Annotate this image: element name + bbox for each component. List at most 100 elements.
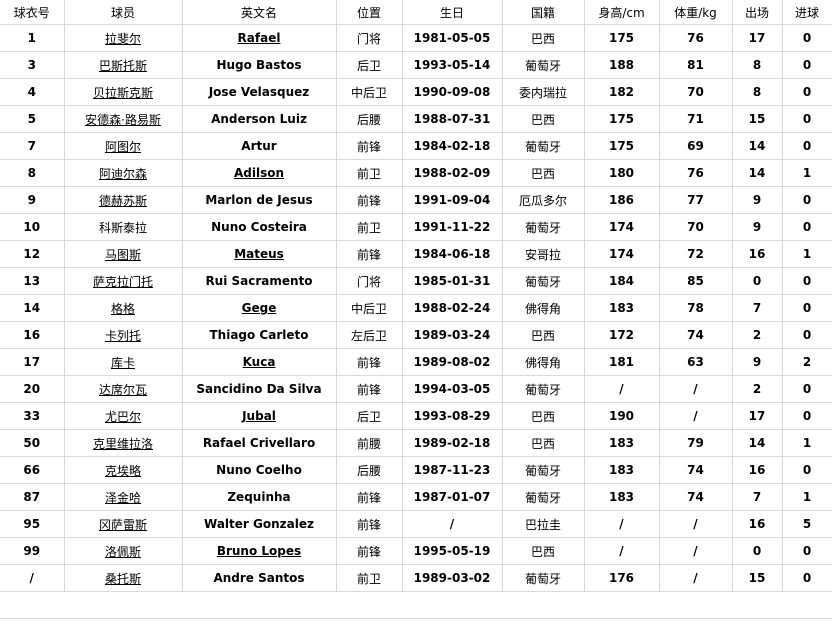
- cell-player-name: 贝拉斯克斯: [63, 78, 183, 106]
- cell-player-name: 卡列托: [63, 321, 183, 349]
- player-name-link[interactable]: 尤巴尔: [104, 409, 141, 424]
- cell-nationality: 葡萄牙: [501, 456, 585, 484]
- cell-birthday: 1991-09-04: [401, 186, 503, 214]
- cell-goals: 0: [781, 78, 832, 106]
- player-name-link[interactable]: 阿图尔: [104, 139, 141, 154]
- cell-appearances: 9: [731, 348, 783, 376]
- player-name-link[interactable]: 安德森·路易斯: [85, 112, 161, 127]
- cell-position: 中后卫: [335, 78, 403, 106]
- player-name-link[interactable]: 桑托斯: [104, 571, 141, 586]
- empty-cell: [182, 591, 336, 619]
- english-name-link[interactable]: Jubal: [242, 409, 276, 423]
- cell-player-name: 库卡: [63, 348, 183, 376]
- cell-appearances: 14: [731, 429, 783, 457]
- cell-number: 12: [0, 240, 65, 268]
- cell-height: 175: [583, 132, 660, 160]
- cell-height: 176: [583, 564, 660, 592]
- cell-english-name: Zequinha: [181, 483, 337, 511]
- cell-player-name: 克里维拉洛: [63, 429, 183, 457]
- english-name-link[interactable]: Kuca: [242, 355, 276, 369]
- player-name-link[interactable]: 格格: [110, 301, 135, 316]
- cell-height: 190: [583, 402, 660, 430]
- cell-height: 182: [583, 78, 660, 106]
- cell-position: 门将: [335, 24, 403, 52]
- cell-player-name: 巴斯托斯: [63, 51, 183, 79]
- cell-english-name: Hugo Bastos: [181, 51, 337, 79]
- cell-english-name: Andre Santos: [181, 564, 337, 592]
- player-name-link[interactable]: 冈萨雷斯: [98, 517, 147, 532]
- cell-nationality: 巴西: [501, 24, 585, 52]
- player-name-link[interactable]: 巴斯托斯: [98, 58, 147, 73]
- cell-appearances: 0: [731, 267, 783, 295]
- cell-position: 前锋: [335, 483, 403, 511]
- cell-number: 7: [0, 132, 65, 160]
- english-name-link[interactable]: Rafael: [237, 31, 281, 45]
- cell-appearances: 16: [731, 510, 783, 538]
- empty-cell: [336, 591, 402, 619]
- cell-player-name: 桑托斯: [63, 564, 183, 592]
- cell-height: 183: [583, 483, 660, 511]
- cell-height: 174: [583, 240, 660, 268]
- cell-birthday: /: [401, 510, 503, 538]
- player-name-link[interactable]: 马图斯: [104, 247, 141, 262]
- cell-number: 1: [0, 24, 65, 52]
- cell-player-name: 科斯泰拉: [63, 213, 183, 241]
- cell-birthday: 1988-02-24: [401, 294, 503, 322]
- cell-height: 181: [583, 348, 660, 376]
- cell-position: 前锋: [335, 186, 403, 214]
- player-name-link[interactable]: 卡列托: [104, 328, 141, 343]
- table-row: 33 尤巴尔 Jubal 后卫 1993-08-29 巴西 190/17 0: [0, 402, 832, 430]
- cell-height: /: [583, 537, 660, 565]
- player-name-link[interactable]: 贝拉斯克斯: [92, 85, 153, 100]
- cell-player-name: 冈萨雷斯: [63, 510, 183, 538]
- cell-appearances: 7: [731, 483, 783, 511]
- cell-player-name: 拉斐尔: [63, 24, 183, 52]
- player-name-link[interactable]: 库卡: [110, 355, 135, 370]
- table-row: 20 达席尔瓦 Sancidino Da Silva 前锋 1994-03-05 葡萄牙 /…: [0, 375, 832, 403]
- cell-number: 10: [0, 213, 65, 241]
- cell-goals: 0: [781, 564, 832, 592]
- cell-english-name: Jubal: [181, 402, 337, 430]
- cell-player-name: 格格: [63, 294, 183, 322]
- cell-appearances: 16: [731, 456, 783, 484]
- cell-player-name: 克埃略: [63, 456, 183, 484]
- english-name-link[interactable]: Gege: [241, 301, 277, 315]
- player-name-link[interactable]: 泽金哈: [104, 490, 141, 505]
- player-name-link[interactable]: 达席尔瓦: [98, 382, 147, 397]
- empty-row: [0, 591, 832, 619]
- cell-birthday: 1993-08-29: [401, 402, 503, 430]
- header-weight: 体重/kg: [658, 0, 733, 25]
- cell-english-name: Adilson: [181, 159, 337, 187]
- cell-goals: 2: [781, 348, 832, 376]
- cell-appearances: 9: [731, 186, 783, 214]
- player-name-link[interactable]: 萨克拉门托: [92, 274, 153, 289]
- english-name-link[interactable]: Bruno Lopes: [216, 544, 302, 558]
- cell-nationality: 葡萄牙: [501, 267, 585, 295]
- player-name-link[interactable]: 拉斐尔: [104, 31, 141, 46]
- player-name-link[interactable]: 洛佩斯: [104, 544, 141, 559]
- player-name-link[interactable]: 克里维拉洛: [92, 436, 153, 451]
- cell-english-name: Rafael Crivellaro: [181, 429, 337, 457]
- cell-english-name: Marlon de Jesus: [181, 186, 337, 214]
- player-name-link[interactable]: 克埃略: [104, 463, 141, 478]
- cell-player-name: 萨克拉门托: [63, 267, 183, 295]
- cell-nationality: 葡萄牙: [501, 51, 585, 79]
- cell-player-name: 德赫苏斯: [63, 186, 183, 214]
- table-row: 9 德赫苏斯 Marlon de Jesus 前锋 1991-09-04 厄瓜多尔 186 7…: [0, 186, 832, 214]
- cell-birthday: 1993-05-14: [401, 51, 503, 79]
- cell-english-name: Artur: [181, 132, 337, 160]
- cell-birthday: 1995-05-19: [401, 537, 503, 565]
- cell-goals: 0: [781, 105, 832, 133]
- table-row: 3 巴斯托斯 Hugo Bastos 后卫 1993-05-14 葡萄牙 188 81 8 0: [0, 51, 832, 79]
- cell-birthday: 1988-02-09: [401, 159, 503, 187]
- cell-position: 门将: [335, 267, 403, 295]
- english-name-link[interactable]: Mateus: [234, 247, 284, 261]
- player-name-link[interactable]: 德赫苏斯: [98, 193, 147, 208]
- cell-position: 中后卫: [335, 294, 403, 322]
- header-player: 球员: [63, 0, 183, 25]
- english-name-link[interactable]: Adilson: [233, 166, 285, 180]
- cell-nationality: 巴西: [501, 429, 585, 457]
- cell-weight: /: [658, 564, 733, 592]
- cell-goals: 1: [781, 159, 832, 187]
- player-name-link[interactable]: 阿迪尔森: [98, 166, 147, 181]
